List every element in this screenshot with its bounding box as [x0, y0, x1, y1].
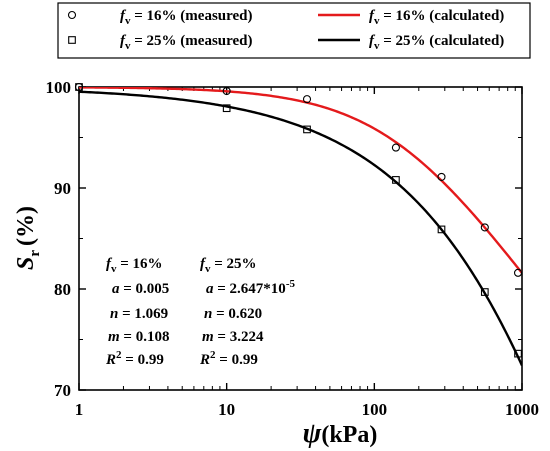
plot-area: 1 10 100 1000 70 80 90 100 [46, 78, 540, 419]
annotation-header: fv = 16% [106, 256, 163, 275]
annotation-header: fv = 25% [200, 256, 257, 275]
legend-label: fv = 16% (measured) [120, 8, 253, 27]
measured-point-circle [222, 86, 231, 96]
y-axis-symbol: S [13, 257, 39, 270]
legend-marker-square [68, 36, 76, 44]
annotation-r2: R2 = 0.99 [199, 349, 258, 368]
measured-point-square [437, 225, 446, 234]
legend-label: fv = 25% (measured) [120, 33, 253, 52]
measured-point-circle [513, 268, 523, 277]
annotation-n: n = 1.069 [110, 306, 168, 322]
y-tick-label: 70 [54, 381, 71, 400]
y-axis-unit: (%) [13, 206, 39, 246]
annotation-a: a = 0.005 [112, 281, 169, 297]
measured-point-circle [302, 95, 312, 104]
y-tick-label: 100 [46, 78, 72, 97]
annotation-r2: R2 = 0.99 [105, 349, 164, 368]
measured-point-square [303, 125, 311, 134]
y-axis-title: Sr (%) [13, 206, 43, 270]
x-axis-title: ψ(kPa) [303, 418, 378, 449]
legend-label: fv = 16% (calculated) [369, 8, 504, 27]
annotation-m: m = 3.224 [202, 329, 264, 345]
measured-point-circle [480, 223, 489, 232]
x-tick-label: 100 [362, 400, 388, 419]
x-tick-label: 1 [75, 400, 84, 419]
annotation-m: m = 0.108 [108, 329, 169, 345]
y-tick-label: 80 [54, 280, 71, 299]
measured-point-circle [391, 143, 400, 152]
x-axis-symbol: ψ [303, 418, 322, 449]
measured-point-square [480, 288, 489, 296]
fit-parameters: fv = 16% a = 0.005 n = 1.069 m = 0.108 R2 = … [105, 256, 295, 368]
legend-box [57, 2, 531, 59]
y-axis-subscript: r [27, 250, 43, 257]
svg-text:Sr(%): Sr (%) [13, 206, 43, 270]
calculated-curve-f-v-16-calculated- [79, 87, 522, 274]
x-tick-label: 1000 [505, 400, 539, 419]
measured-point-square [514, 349, 522, 358]
svg-text:ψ(kPa): ψ(kPa) [303, 418, 378, 449]
annotation-n: n = 0.620 [204, 306, 262, 322]
x-tick-label: 10 [218, 400, 235, 419]
x-axis-unit: (kPa) [321, 422, 377, 448]
legend-label: fv = 25% (calculated) [369, 33, 504, 52]
measured-point-square [222, 104, 231, 113]
measured-point-square [75, 83, 83, 91]
y-tick-label: 90 [54, 179, 71, 198]
legend-marker-circle [67, 10, 77, 20]
calculated-curve-f-v-25-calculated- [79, 90, 522, 366]
annotation-a: a = 2.647*10-5 [206, 278, 295, 297]
legend: fv = 16% (measured) fv = 16% (calculated)… [57, 2, 531, 59]
measured-point-square [392, 176, 400, 184]
measured-point-circle [437, 172, 446, 181]
